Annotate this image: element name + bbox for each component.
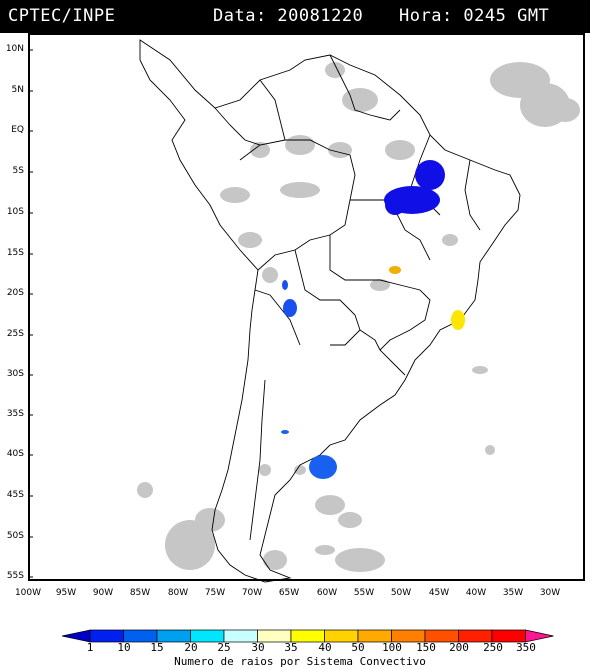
lat-label: 25S — [6, 329, 24, 339]
cloud-cover — [137, 62, 580, 572]
legend-label: 350 — [516, 641, 536, 654]
axis-ticks — [28, 49, 33, 578]
legend-label: 35 — [284, 641, 298, 654]
lat-label: 5N — [11, 85, 24, 95]
lon-label: 100W — [14, 588, 42, 598]
cluster-nordeste — [384, 160, 445, 215]
lat-label: 35S — [6, 409, 24, 419]
lon-label: 65W — [278, 588, 300, 598]
lat-label: 20S — [6, 288, 24, 298]
lon-label: 90W — [92, 588, 114, 598]
legend-label: 1 — [86, 641, 94, 654]
lon-label: 35W — [502, 588, 524, 598]
lat-label: 30S — [6, 369, 24, 379]
cluster-argentina-small — [281, 430, 289, 434]
cluster-argentina — [309, 455, 337, 479]
legend-label: 100 — [382, 641, 402, 654]
lat-label: 55S — [6, 571, 24, 581]
map-frame — [28, 33, 585, 581]
legend-label: 150 — [416, 641, 436, 654]
cluster-centro-oeste — [389, 266, 401, 274]
lat-label: 5S — [12, 166, 24, 176]
legend-label: 200 — [449, 641, 469, 654]
legend-boxes — [61, 629, 554, 643]
map-canvas — [28, 39, 580, 583]
legend-label: 20 — [184, 641, 198, 654]
legend-label: 250 — [483, 641, 503, 654]
cluster-paraguai — [283, 299, 297, 317]
lat-label: EQ — [11, 125, 24, 135]
time-label: Hora: 0245 GMT — [399, 6, 550, 26]
lat-label: 40S — [6, 449, 24, 459]
legend-label: 10 — [117, 641, 131, 654]
lon-label: 40W — [465, 588, 487, 598]
legend-label: 50 — [351, 641, 365, 654]
lon-label: 80W — [167, 588, 189, 598]
lat-label: 10S — [6, 207, 24, 217]
lat-label: 15S — [6, 248, 24, 258]
cluster-sudeste — [451, 310, 465, 330]
legend-title: Numero de raios por Sistema Convectivo — [174, 655, 426, 668]
legend-swatch — [525, 629, 554, 643]
color-legend — [61, 629, 554, 643]
lat-label: 10N — [5, 44, 24, 54]
lon-label: 30W — [539, 588, 561, 598]
cluster-paraguai-north — [282, 280, 288, 290]
legend-label: 15 — [150, 641, 164, 654]
source-label: CPTEC/INPE — [8, 6, 116, 26]
legend-label: 25 — [217, 641, 231, 654]
lon-label: 55W — [353, 588, 375, 598]
lon-label: 75W — [204, 588, 226, 598]
date-label: Data: 20081220 — [213, 6, 364, 26]
lon-label: 85W — [129, 588, 151, 598]
lon-label: 45W — [428, 588, 450, 598]
legend-label: 40 — [318, 641, 332, 654]
lon-label: 50W — [390, 588, 412, 598]
legend-label: 30 — [251, 641, 265, 654]
lon-label: 60W — [316, 588, 338, 598]
lat-label: 45S — [6, 490, 24, 500]
lon-label: 70W — [241, 588, 263, 598]
lightning-clusters — [281, 160, 465, 479]
map-header: CPTEC/INPE Data: 20081220 Hora: 0245 GMT — [0, 0, 590, 33]
lon-label: 95W — [55, 588, 77, 598]
lat-label: 50S — [6, 531, 24, 541]
